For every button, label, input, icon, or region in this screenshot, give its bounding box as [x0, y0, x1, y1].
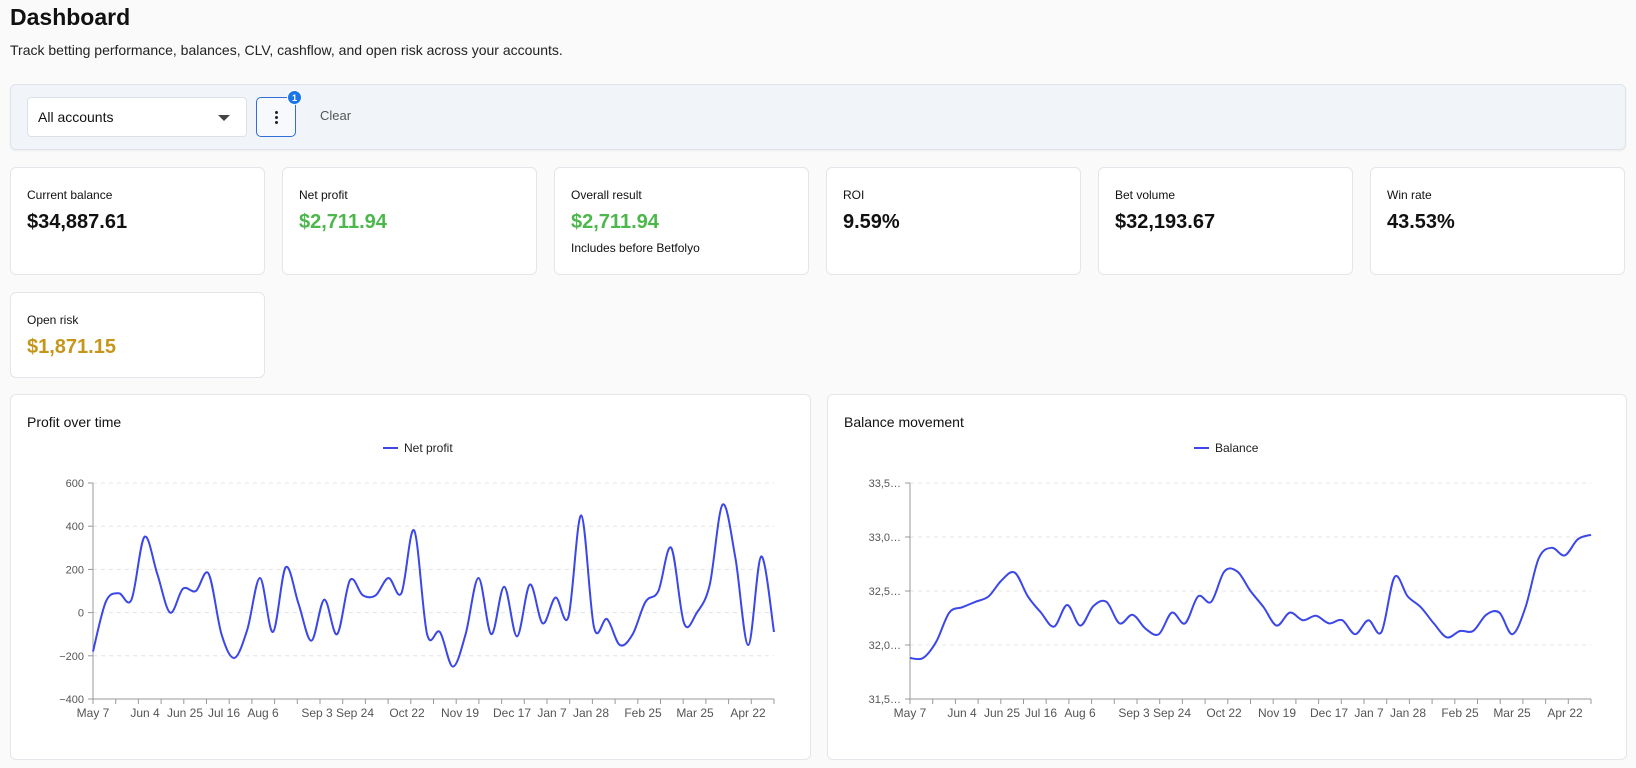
- stat-value: $32,193.67: [1115, 211, 1216, 233]
- chart-title: Profit over time: [27, 414, 122, 430]
- stat-label: Bet volume: [1115, 188, 1176, 202]
- series-line: [909, 533, 1592, 661]
- y-tick-label: 32,5…: [869, 586, 901, 598]
- chevron-down-icon: [218, 115, 230, 121]
- stat-value: 9.59%: [843, 211, 900, 233]
- x-tick-label: Apr 22: [730, 706, 766, 720]
- x-tick-label: Jun 4: [947, 706, 977, 720]
- stat-note: Includes before Betfolyo: [571, 241, 700, 255]
- y-tick-label: 31,5…: [869, 694, 901, 706]
- stat-label: Overall result: [571, 188, 642, 202]
- x-tick-label: Nov 19: [1258, 706, 1296, 720]
- x-tick-label: Nov 19: [441, 706, 479, 720]
- x-tick-label: Apr 22: [1547, 706, 1583, 720]
- x-tick-label: Sep 24: [336, 706, 374, 720]
- stat-card-net-profit: Net profit $2,711.94: [282, 167, 537, 275]
- x-tick-label: Dec 17: [493, 706, 531, 720]
- stat-value: $1,871.15: [27, 336, 116, 358]
- stat-label: Win rate: [1387, 188, 1432, 202]
- x-tick-label: Feb 25: [1441, 706, 1479, 720]
- y-tick-label: 400: [66, 521, 84, 533]
- stat-label: ROI: [843, 188, 865, 202]
- y-tick-label: −400: [59, 694, 84, 706]
- balance-movement-panel: Balance movement Balance 33,5… 33,0… 32,5… 3…: [827, 394, 1627, 760]
- legend-label: Balance: [1215, 441, 1259, 455]
- x-tick-label: May 7: [894, 706, 927, 720]
- x-tick-label: Sep 3: [301, 706, 333, 720]
- stat-value: $2,711.94: [571, 211, 659, 233]
- profit-over-time-panel: Profit over time Net profit 600 400 200 0 −20…: [10, 394, 811, 760]
- filter-bar: All accounts 1 Clear: [10, 84, 1626, 150]
- y-tick-label: 33,5…: [869, 478, 901, 490]
- x-tick-label: Jan 7: [537, 706, 567, 720]
- account-select-value: All accounts: [38, 109, 114, 125]
- y-tick-label: 200: [66, 564, 84, 576]
- x-tick-label: Oct 22: [1206, 706, 1242, 720]
- stat-value: $34,887.61: [27, 211, 128, 233]
- stat-card-current-balance: Current balance $34,887.61: [10, 167, 265, 275]
- stat-label: Net profit: [299, 188, 348, 202]
- more-filters-button[interactable]: 1: [256, 90, 302, 137]
- page-title: Dashboard: [10, 4, 131, 30]
- x-tick-label: Sep 3: [1118, 706, 1150, 720]
- x-tick-label: Jun 25: [167, 706, 203, 720]
- x-tick-label: Aug 6: [1064, 706, 1096, 720]
- y-tick-label: 33,0…: [869, 532, 901, 544]
- x-tick-label: Jul 16: [1025, 706, 1057, 720]
- stat-card-bet-volume: Bet volume $32,193.67: [1098, 167, 1353, 275]
- x-tick-label: Dec 17: [1310, 706, 1348, 720]
- x-tick-label: Jan 28: [573, 706, 609, 720]
- x-tick-label: Jul 16: [208, 706, 240, 720]
- y-tick-label: −200: [59, 651, 84, 663]
- balance-chart: Balance 33,5… 33,0… 32,5… 32,0… 31,5…May 7 Jun…: [869, 441, 1592, 720]
- y-tick-label: 600: [66, 478, 84, 490]
- x-tick-label: Sep 24: [1153, 706, 1191, 720]
- stat-value: $2,711.94: [299, 211, 387, 233]
- chart-title: Balance movement: [844, 414, 964, 430]
- x-tick-label: Oct 22: [389, 706, 425, 720]
- x-tick-label: Feb 25: [624, 706, 662, 720]
- page-subtitle: Track betting performance, balances, CLV…: [10, 42, 563, 58]
- x-tick-label: Jun 4: [130, 706, 160, 720]
- x-tick-label: May 7: [77, 706, 110, 720]
- stat-card-open-risk: Open risk $1,871.15: [10, 292, 265, 378]
- x-tick-label: Jun 25: [984, 706, 1020, 720]
- account-select[interactable]: All accounts: [27, 97, 247, 137]
- stat-card-overall-result: Overall result $2,711.94 Includes before…: [554, 167, 809, 275]
- stat-value: 43.53%: [1387, 211, 1455, 233]
- kebab-menu-icon: [274, 110, 278, 124]
- filter-count-badge: 1: [287, 90, 302, 105]
- stat-card-roi: ROI 9.59%: [826, 167, 1081, 275]
- stat-label: Open risk: [27, 313, 79, 327]
- stat-card-win-rate: Win rate 43.53%: [1370, 167, 1625, 275]
- series-line: [92, 503, 775, 668]
- y-tick-label: 0: [78, 608, 84, 620]
- x-tick-label: Jan 28: [1390, 706, 1426, 720]
- x-tick-label: Mar 25: [1493, 706, 1531, 720]
- stat-label: Current balance: [27, 188, 113, 202]
- x-tick-label: Aug 6: [247, 706, 279, 720]
- clear-filters-button[interactable]: Clear: [320, 108, 352, 123]
- legend-label: Net profit: [404, 441, 453, 455]
- x-tick-label: Mar 25: [676, 706, 714, 720]
- y-tick-label: 32,0…: [869, 640, 901, 652]
- x-tick-label: Jan 7: [1354, 706, 1384, 720]
